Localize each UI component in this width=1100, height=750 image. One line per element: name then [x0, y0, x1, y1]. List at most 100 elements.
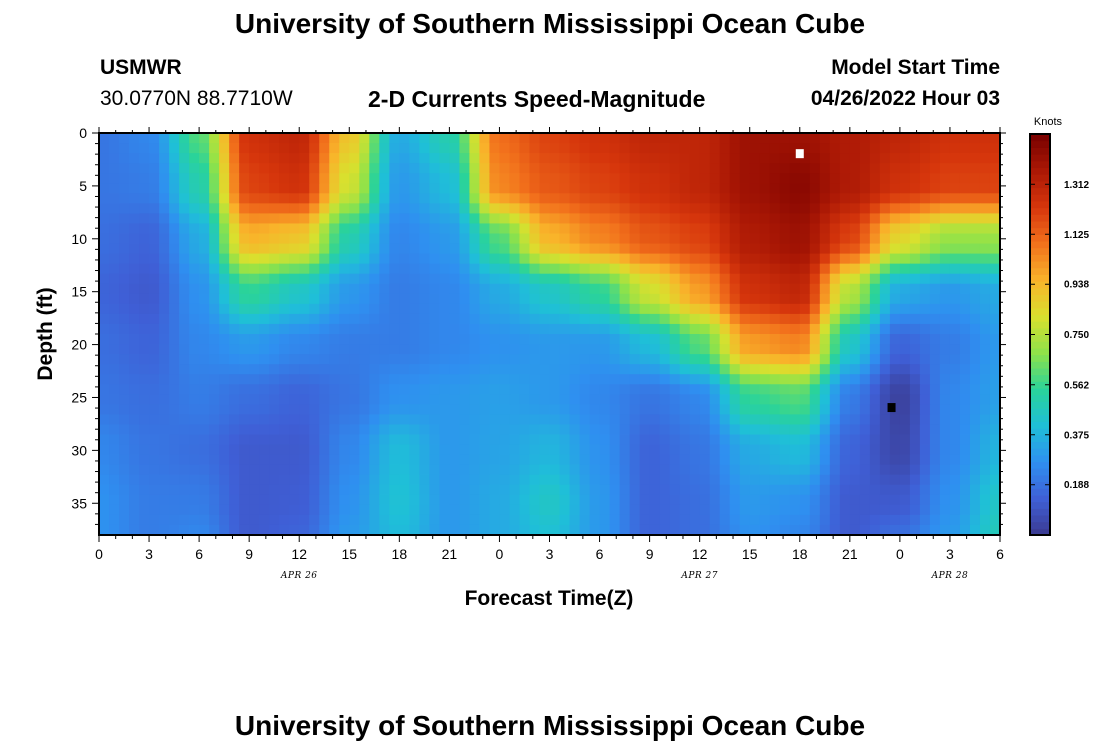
heat-cell	[829, 434, 841, 446]
heat-cell	[409, 273, 420, 285]
heat-cell	[899, 263, 911, 275]
heat-cell	[869, 273, 881, 285]
heat-cell	[139, 454, 150, 466]
heat-cell	[219, 344, 230, 355]
heat-cell	[559, 243, 571, 255]
heat-cell	[829, 484, 841, 496]
heat-cell	[879, 364, 891, 375]
heat-cell	[269, 414, 280, 426]
heat-cell	[819, 313, 831, 325]
heat-cell	[929, 173, 941, 184]
heat-cell	[789, 133, 801, 144]
heat-cell	[509, 203, 521, 214]
heat-cell	[549, 153, 561, 164]
heat-cell	[749, 434, 761, 446]
heat-cell	[259, 374, 270, 385]
heat-cell	[899, 454, 911, 466]
heat-cell	[629, 524, 641, 536]
heat-cell	[679, 273, 691, 285]
colorbar-cell	[1030, 140, 1050, 148]
heat-cell	[299, 504, 310, 516]
heat-cell	[179, 434, 190, 446]
heat-cell	[779, 263, 791, 275]
heat-cell	[989, 434, 1001, 446]
heat-cell	[199, 404, 210, 415]
heat-cell	[879, 504, 891, 516]
heat-cell	[859, 504, 871, 516]
heat-cell	[359, 454, 370, 466]
heat-cell	[289, 323, 300, 335]
heat-cell	[429, 223, 440, 235]
heat-cell	[929, 344, 941, 355]
heat-cell	[219, 233, 230, 245]
heat-cell	[159, 163, 170, 174]
heat-cell	[149, 424, 160, 436]
heat-cell	[659, 323, 671, 335]
heat-cell	[489, 243, 501, 255]
heat-cell	[779, 444, 791, 456]
heat-cell	[879, 173, 891, 184]
heat-cell	[179, 484, 190, 496]
heat-cell	[289, 193, 300, 204]
heat-cell	[929, 163, 941, 174]
heat-cell	[759, 183, 771, 194]
colorbar-cell	[1030, 167, 1050, 175]
heat-cell	[669, 273, 681, 285]
heat-cell	[179, 133, 190, 144]
heat-cell	[169, 524, 180, 536]
heat-cell	[269, 163, 280, 174]
heat-cell	[399, 484, 410, 496]
heat-cell	[829, 153, 841, 164]
heat-cell	[759, 323, 771, 335]
heat-cell	[629, 233, 641, 245]
heat-cell	[859, 384, 871, 395]
heat-cell	[989, 394, 1001, 405]
heat-cell	[379, 233, 390, 245]
heat-cell	[199, 334, 210, 345]
heat-cell	[679, 153, 691, 164]
heat-cell	[609, 223, 621, 235]
heat-cell	[379, 303, 390, 315]
heat-cell	[609, 404, 621, 415]
heat-cell	[149, 404, 160, 415]
heat-cell	[239, 283, 250, 295]
heat-cell	[739, 233, 751, 245]
heat-cell	[579, 133, 591, 144]
heat-cell	[589, 344, 601, 355]
heat-cell	[609, 384, 621, 395]
heat-cell	[939, 193, 951, 204]
heat-cell	[719, 283, 731, 295]
heat-cell	[149, 153, 160, 164]
heat-cell	[379, 474, 390, 486]
heat-cell	[489, 354, 501, 365]
heat-cell	[259, 203, 270, 214]
heat-cell	[609, 354, 621, 365]
heat-cell	[119, 293, 130, 305]
heat-cell	[759, 494, 771, 506]
heat-cell	[699, 334, 711, 345]
heat-cell	[729, 183, 741, 194]
heat-cell	[819, 173, 831, 184]
heat-cell	[689, 374, 701, 385]
heat-cell	[789, 504, 801, 516]
heat-cell	[569, 414, 581, 426]
heat-cell	[799, 384, 811, 395]
heat-cell	[889, 243, 901, 255]
heat-cell	[419, 253, 430, 265]
heat-cell	[819, 464, 831, 476]
heat-cell	[189, 394, 200, 405]
heat-cell	[399, 334, 410, 345]
heat-cell	[889, 494, 901, 506]
heat-cell	[439, 364, 450, 375]
heat-cell	[889, 374, 901, 385]
heat-cell	[689, 434, 701, 446]
heat-cell	[249, 153, 260, 164]
x-axis-ticks: 0 3 6 9 12 15 18 21 0 3 6 9 12 15 18 21 0 3 6	[95, 127, 1004, 562]
heat-cell	[539, 514, 551, 526]
heat-cell	[819, 273, 831, 285]
heat-cell	[589, 283, 601, 295]
heat-cell	[649, 514, 661, 526]
heat-cell	[749, 153, 761, 164]
heat-cell	[749, 273, 761, 285]
heat-cell	[829, 323, 841, 335]
